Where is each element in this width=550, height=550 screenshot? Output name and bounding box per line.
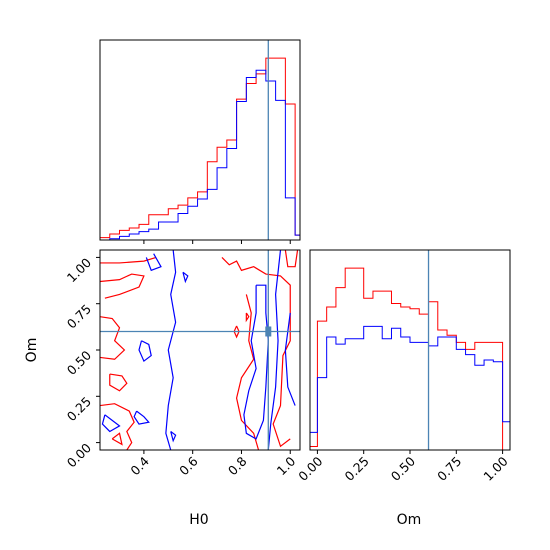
contour-red bbox=[109, 373, 128, 392]
y-axis-label-om: Om bbox=[24, 338, 40, 363]
contour-red bbox=[111, 432, 123, 446]
contour-marks bbox=[100, 250, 300, 450]
h0-histogram-blue bbox=[100, 69, 301, 241]
contour-red bbox=[100, 273, 145, 299]
contour-blue bbox=[101, 414, 121, 433]
contour-frame bbox=[99, 249, 301, 451]
contour-blue bbox=[182, 271, 189, 284]
om-histogram-marks bbox=[309, 250, 511, 451]
contour-blue bbox=[133, 410, 150, 425]
h0-histogram-red bbox=[99, 57, 301, 240]
h0-histogram-ticks bbox=[143, 240, 291, 244]
contour-blue bbox=[243, 284, 269, 440]
contour-red bbox=[100, 403, 135, 450]
contour-red bbox=[284, 250, 299, 268]
contour-red bbox=[245, 312, 250, 323]
contour-blue bbox=[267, 250, 282, 450]
contour-red bbox=[221, 256, 291, 448]
om-histogram-blue bbox=[309, 325, 511, 450]
x-axis-label-h0: H0 bbox=[189, 512, 208, 528]
x-axis-label-om: Om bbox=[397, 512, 422, 528]
contour-truth-marker bbox=[265, 326, 272, 337]
h0-histogram-marks bbox=[99, 40, 301, 241]
om-histogram-red bbox=[309, 267, 510, 451]
contour-blue bbox=[165, 250, 177, 450]
contour-blue bbox=[145, 253, 162, 272]
contour-red bbox=[235, 294, 260, 450]
contour-red bbox=[233, 325, 240, 339]
h0-marginal-panel bbox=[99, 39, 301, 244]
contour-red bbox=[100, 316, 126, 360]
contour-blue bbox=[138, 340, 152, 363]
contour-blue bbox=[170, 431, 177, 443]
om-histogram-frame bbox=[309, 249, 511, 451]
contour-red bbox=[100, 256, 157, 264]
contour-lines bbox=[100, 250, 299, 450]
h0-histogram-frame bbox=[99, 39, 301, 241]
